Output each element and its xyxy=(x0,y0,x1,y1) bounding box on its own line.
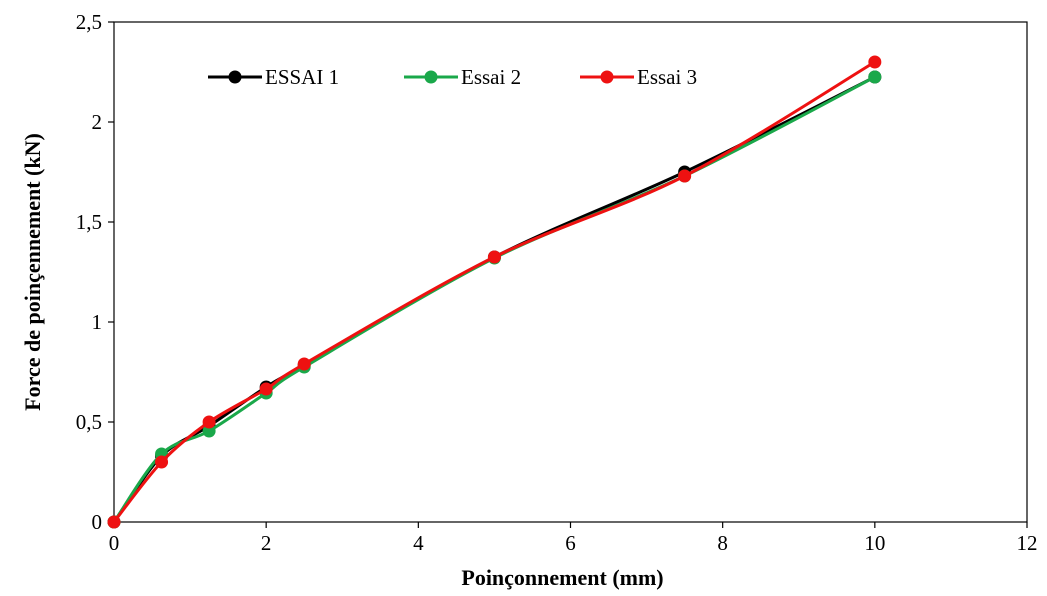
legend-entry: ESSAI 1 xyxy=(208,65,339,89)
y-tick-label: 0,5 xyxy=(76,410,102,434)
legend-label: Essai 2 xyxy=(461,65,521,89)
legend: ESSAI 1 Essai 2 Essai 3 xyxy=(208,65,697,89)
series-2 xyxy=(107,70,882,529)
series-line xyxy=(112,75,876,523)
x-tick-label: 8 xyxy=(717,531,728,555)
series-line xyxy=(112,60,876,523)
plot-frame xyxy=(113,21,1028,523)
x-tick-label: 12 xyxy=(1017,531,1038,555)
series-layer xyxy=(107,55,882,529)
y-tick-label: 2,5 xyxy=(76,10,102,34)
series-line xyxy=(112,75,876,523)
data-point xyxy=(155,455,169,469)
data-point xyxy=(297,357,311,371)
x-tick-label: 4 xyxy=(413,531,424,555)
data-point xyxy=(868,55,882,69)
data-point xyxy=(487,250,501,264)
legend-entry: Essai 3 xyxy=(580,65,697,89)
y-axis-title: Force de poinçennement (kN) xyxy=(20,133,45,411)
x-tick-label: 10 xyxy=(864,531,885,555)
x-tick-label: 0 xyxy=(109,531,120,555)
legend-entry: Essai 2 xyxy=(404,65,521,89)
data-point xyxy=(259,382,273,396)
data-point xyxy=(202,415,216,429)
data-point xyxy=(868,70,882,84)
legend-marker xyxy=(600,70,614,84)
y-tick-label: 1,5 xyxy=(76,210,102,234)
y-tick-label: 0 xyxy=(92,510,103,534)
axes xyxy=(113,21,1028,523)
x-axis-title: Poinçonnement (mm) xyxy=(461,565,663,590)
x-tick-label: 6 xyxy=(565,531,576,555)
x-tick-label: 2 xyxy=(261,531,272,555)
y-tick-label: 2 xyxy=(92,110,103,134)
series-3 xyxy=(107,55,882,529)
legend-label: ESSAI 1 xyxy=(265,65,339,89)
legend-marker xyxy=(424,70,438,84)
data-point xyxy=(678,169,692,183)
data-point xyxy=(107,515,121,529)
legend-marker xyxy=(228,70,242,84)
series-1 xyxy=(107,70,882,529)
ticks: 0 2 4 6 8 10 12 0 0,5 1 1,5 2 2,5 xyxy=(76,10,1038,555)
data-point xyxy=(202,424,216,438)
y-tick-label: 1 xyxy=(92,310,103,334)
legend-label: Essai 3 xyxy=(637,65,697,89)
